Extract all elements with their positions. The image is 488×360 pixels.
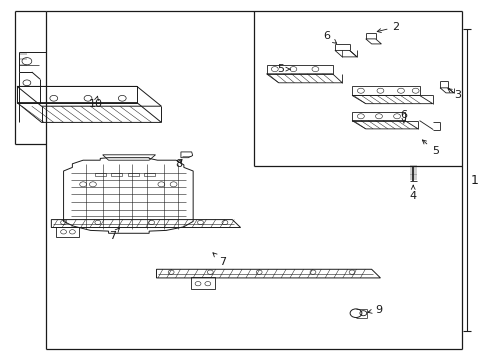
Text: 10: 10 (88, 96, 102, 109)
Bar (95, 173, 106, 176)
Text: 1: 1 (469, 174, 477, 186)
Text: 2: 2 (376, 22, 399, 32)
Text: 6: 6 (323, 31, 336, 43)
Text: 7: 7 (109, 228, 119, 241)
Bar (111, 173, 122, 176)
Text: 9: 9 (367, 305, 382, 315)
Bar (128, 173, 139, 176)
Text: 4: 4 (409, 185, 416, 201)
Text: 7: 7 (212, 253, 225, 267)
Bar (144, 173, 155, 176)
Text: 5: 5 (277, 64, 290, 74)
Text: 8: 8 (175, 159, 182, 169)
Text: 5: 5 (422, 140, 438, 156)
Text: 3: 3 (447, 89, 460, 100)
Text: 6: 6 (400, 110, 407, 123)
